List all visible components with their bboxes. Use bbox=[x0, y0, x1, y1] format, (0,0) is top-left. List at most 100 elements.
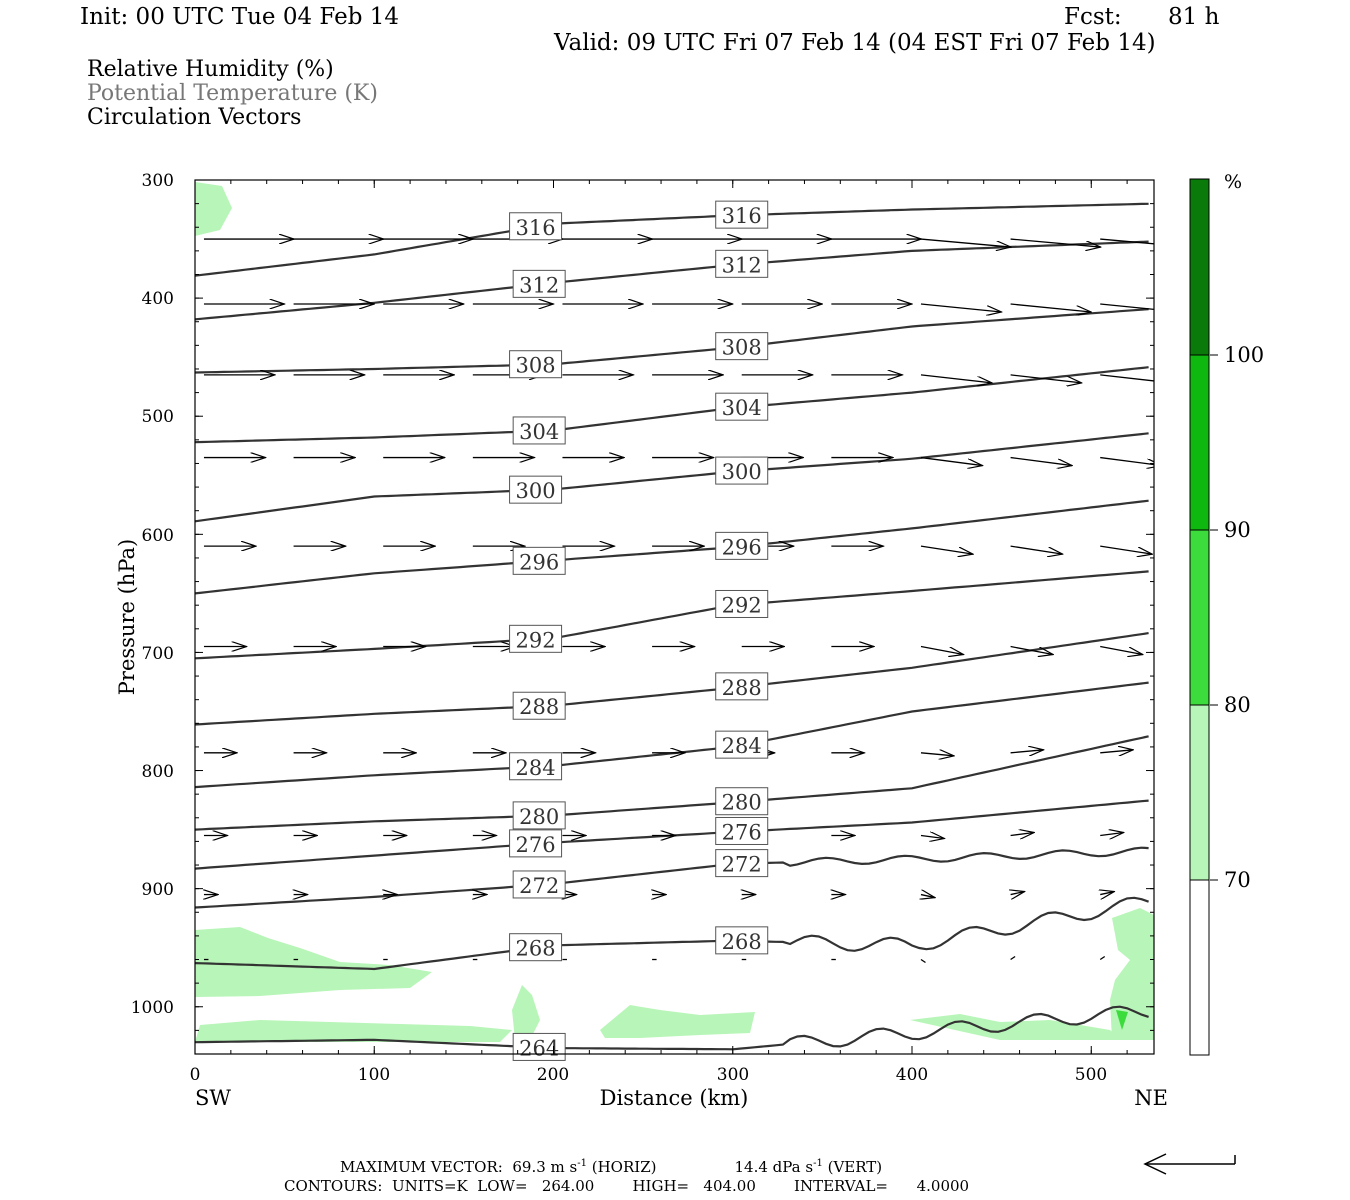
circulation-vector bbox=[1100, 374, 1154, 382]
axis-ticks bbox=[194, 179, 1154, 1055]
colorbar-label: 90 bbox=[1224, 518, 1251, 542]
circulation-vector bbox=[1100, 833, 1124, 836]
circulation-vector bbox=[1010, 456, 1073, 466]
contour-label-box bbox=[715, 456, 769, 485]
circulation-vector bbox=[1010, 303, 1092, 312]
contour-label-300: 300 bbox=[516, 479, 556, 503]
contour-label-box bbox=[509, 933, 563, 962]
theta-contour-280 bbox=[195, 735, 1149, 831]
contour-label-268: 268 bbox=[516, 937, 556, 961]
theta-contour-292 bbox=[195, 570, 1149, 660]
rh-shade-right-edge bbox=[1110, 908, 1154, 1040]
y-tick-label: 300 bbox=[142, 171, 174, 191]
contour-label-272: 272 bbox=[519, 874, 559, 898]
circulation-vector bbox=[1100, 750, 1133, 753]
contour-label-box bbox=[715, 672, 769, 701]
contour-label-box bbox=[509, 624, 563, 653]
circulation-vector bbox=[1010, 955, 1016, 961]
contour-label-box bbox=[512, 546, 566, 575]
circulation-vector bbox=[920, 753, 954, 756]
rh-shade-surface-spike bbox=[512, 985, 540, 1040]
circulation-vector bbox=[1100, 545, 1152, 554]
x-tick-label: 100 bbox=[358, 1065, 390, 1085]
circulation-vector bbox=[1100, 238, 1154, 245]
theta-contour-272 bbox=[195, 846, 1149, 909]
contour-label-304: 304 bbox=[722, 396, 762, 420]
contour-label-box bbox=[715, 589, 769, 618]
circulation-vector bbox=[920, 456, 983, 466]
theta-contour-276 bbox=[195, 799, 1149, 870]
contour-label-316: 316 bbox=[722, 204, 762, 228]
legend-circulation-vectors: Circulation Vectors bbox=[87, 105, 302, 130]
contour-label-box bbox=[715, 249, 769, 278]
x-tick-label: 400 bbox=[896, 1065, 928, 1085]
contour-label-308: 308 bbox=[516, 354, 556, 378]
contour-label-276: 276 bbox=[516, 833, 556, 857]
contour-label-box bbox=[512, 269, 566, 298]
contour-label-box bbox=[715, 730, 769, 759]
circulation-vector bbox=[921, 895, 935, 898]
contour-label-box bbox=[715, 200, 769, 229]
circulation-vector bbox=[1011, 892, 1025, 895]
circulation-vector bbox=[1100, 892, 1114, 895]
colorbar-label: 100 bbox=[1224, 343, 1264, 367]
contour-label-box bbox=[715, 392, 769, 421]
circulation-vectors bbox=[204, 238, 1154, 964]
y-tick-label: 900 bbox=[142, 880, 174, 900]
circulation-vector bbox=[1010, 374, 1082, 383]
y-tick-label: 700 bbox=[142, 644, 174, 664]
y-tick-label: 1000 bbox=[131, 998, 174, 1018]
y-tick-label: 500 bbox=[142, 407, 174, 427]
contour-label-316: 316 bbox=[516, 216, 556, 240]
theta-contour-288 bbox=[195, 632, 1149, 726]
rh-shade-surface-right bbox=[910, 1014, 1120, 1040]
plot-frame bbox=[194, 179, 1155, 1055]
theta-contour-268 bbox=[195, 896, 1149, 971]
circulation-vector bbox=[1010, 833, 1035, 836]
contour-label-288: 288 bbox=[519, 695, 559, 719]
forecast-hour: 81 h bbox=[1168, 4, 1220, 30]
x-axis-right-end-label: NE bbox=[1134, 1086, 1168, 1110]
contour-label-box bbox=[715, 531, 769, 560]
colorbar-bin-100plus bbox=[1189, 178, 1210, 356]
contour-label-264: 264 bbox=[519, 1036, 559, 1060]
theta-contour-284 bbox=[195, 681, 1149, 789]
theta-contour-300 bbox=[195, 432, 1149, 523]
x-axis-left-end-label: SW bbox=[195, 1086, 231, 1110]
circulation-vector bbox=[1010, 645, 1054, 655]
rh-shade-right-core bbox=[1116, 1010, 1128, 1030]
contour-label-box bbox=[512, 691, 566, 720]
y-axis-label: Pressure (hPa) bbox=[115, 539, 139, 695]
colorbar: % 100 90 80 70 bbox=[1189, 171, 1264, 1056]
init-time: Init: 00 UTC Tue 04 Feb 14 bbox=[80, 4, 400, 30]
circulation-vector bbox=[920, 303, 1002, 312]
contour-label-280: 280 bbox=[519, 805, 559, 829]
circulation-vector bbox=[920, 958, 926, 964]
circulation-vector bbox=[920, 238, 1011, 247]
x-tick-label: 300 bbox=[717, 1065, 749, 1085]
contour-label-292: 292 bbox=[722, 593, 762, 617]
contour-label-box bbox=[715, 816, 769, 845]
contour-label-box bbox=[509, 350, 563, 379]
circulation-vector bbox=[1010, 545, 1063, 554]
circulation-vector bbox=[1100, 303, 1154, 311]
y-tick-label: 400 bbox=[142, 289, 174, 309]
theta-contour-316 bbox=[195, 202, 1149, 277]
colorbar-bin-below-70 bbox=[1189, 879, 1210, 1056]
valid-time: Valid: 09 UTC Fri 07 Feb 14 (04 EST Fri … bbox=[554, 30, 1156, 56]
contour-label-284: 284 bbox=[722, 734, 762, 758]
x-tick-label: 0 bbox=[190, 1065, 201, 1085]
circulation-vector bbox=[1099, 955, 1106, 961]
contour-info: CONTOURS: UNITS=K LOW= 264.00 HIGH= 404.… bbox=[284, 1177, 970, 1195]
contour-label-308: 308 bbox=[722, 336, 762, 360]
colorbar-bin-90-100 bbox=[1189, 354, 1210, 531]
contour-label-box bbox=[715, 332, 769, 361]
circulation-vector bbox=[920, 545, 973, 554]
legend-potential-temperature: Potential Temperature (K) bbox=[87, 81, 378, 106]
rh-shade-top-left bbox=[195, 182, 232, 236]
contour-label-304: 304 bbox=[519, 420, 559, 444]
contour-label-300: 300 bbox=[722, 460, 762, 484]
contour-label-box bbox=[509, 475, 563, 504]
rh-shade-surface-mid bbox=[600, 1005, 755, 1038]
theta-contours bbox=[195, 202, 1149, 1051]
